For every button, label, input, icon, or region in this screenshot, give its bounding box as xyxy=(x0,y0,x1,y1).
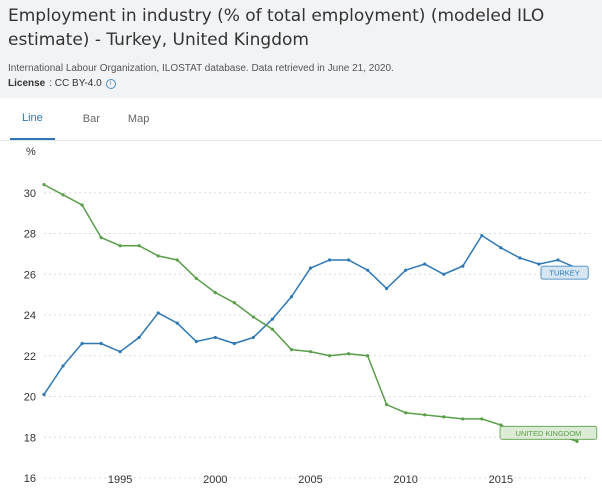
series-end-label: TURKEY xyxy=(549,269,579,278)
y-tick-label: 16 xyxy=(24,473,36,485)
chart-type-tabs: Line Bar Map xyxy=(0,98,602,141)
data-point[interactable] xyxy=(175,321,179,325)
info-icon[interactable]: i xyxy=(105,78,116,89)
data-point[interactable] xyxy=(385,403,389,407)
data-point[interactable] xyxy=(537,262,541,266)
data-point[interactable] xyxy=(289,295,294,299)
data-point[interactable] xyxy=(423,262,427,266)
data-point[interactable] xyxy=(42,183,46,187)
data-point[interactable] xyxy=(61,193,65,197)
license-row: License : CC BY-4.0 i xyxy=(8,78,594,89)
data-point[interactable] xyxy=(327,258,332,262)
data-point[interactable] xyxy=(308,266,313,270)
data-point[interactable] xyxy=(346,352,351,356)
data-point[interactable] xyxy=(156,311,160,315)
y-tick-label: 28 xyxy=(24,229,36,241)
tab-map[interactable]: Map xyxy=(127,113,150,125)
license-value: : CC BY-4.0 xyxy=(49,78,102,89)
chart-header: Employment in industry (% of total emplo… xyxy=(0,0,602,98)
data-point[interactable] xyxy=(175,258,179,262)
tab-line[interactable]: Line xyxy=(10,98,55,140)
series-end-label: UNITED KINGDOM xyxy=(515,429,581,438)
data-point[interactable] xyxy=(80,203,84,207)
series-end-label-box xyxy=(540,265,589,280)
y-axis-unit-label: % xyxy=(26,146,36,158)
data-point[interactable] xyxy=(366,268,370,272)
data-point[interactable] xyxy=(442,415,446,419)
data-point[interactable] xyxy=(137,244,141,248)
data-point[interactable] xyxy=(480,417,484,421)
series-end-label-box xyxy=(499,425,598,440)
data-point[interactable] xyxy=(61,364,65,368)
data-point[interactable] xyxy=(366,354,370,358)
data-point[interactable] xyxy=(404,268,408,272)
x-tick-label: 1995 xyxy=(108,474,132,486)
x-tick-label: 2005 xyxy=(298,474,322,486)
series-line-united-kingdom xyxy=(43,183,578,443)
data-point[interactable] xyxy=(499,423,503,427)
data-point[interactable] xyxy=(575,439,579,443)
data-point[interactable] xyxy=(42,392,46,397)
data-point[interactable] xyxy=(118,244,122,248)
license-label: License xyxy=(8,78,46,89)
data-point[interactable] xyxy=(461,264,465,268)
data-point[interactable] xyxy=(99,341,103,346)
x-tick-label: 2015 xyxy=(489,474,513,486)
y-tick-label: 24 xyxy=(24,310,36,322)
data-point[interactable] xyxy=(289,348,294,352)
y-tick-label: 30 xyxy=(24,188,36,200)
data-point[interactable] xyxy=(194,339,198,344)
chart-title-line-2: estimate) - Turkey, United Kingdom xyxy=(8,30,309,50)
source-note: International Labour Organization, ILOST… xyxy=(8,63,394,74)
data-point[interactable] xyxy=(346,258,351,262)
data-point[interactable] xyxy=(232,341,236,346)
y-tick-label: 22 xyxy=(24,351,36,363)
data-point[interactable] xyxy=(556,258,560,262)
data-point[interactable] xyxy=(99,235,103,240)
y-tick-label: 18 xyxy=(24,432,36,444)
data-point[interactable] xyxy=(270,317,275,321)
data-point[interactable] xyxy=(404,411,408,415)
data-point[interactable] xyxy=(518,256,522,260)
data-point[interactable] xyxy=(480,233,484,238)
data-point[interactable] xyxy=(156,254,160,258)
data-point[interactable] xyxy=(232,301,236,305)
data-point[interactable] xyxy=(499,246,503,250)
data-point[interactable] xyxy=(194,276,198,280)
chart-title-line-1: Employment in industry (% of total emplo… xyxy=(8,6,545,26)
data-point[interactable] xyxy=(251,335,255,340)
data-point[interactable] xyxy=(118,350,122,354)
tab-bar[interactable]: Bar xyxy=(82,113,100,125)
line-chart: % 16 18 20 22 24 26 28 30 1995 2000 2005 2010 2015 TUR… xyxy=(24,146,598,486)
data-point[interactable] xyxy=(442,272,446,276)
data-point[interactable] xyxy=(423,413,427,417)
data-point[interactable] xyxy=(327,354,332,358)
x-tick-label: 2000 xyxy=(203,474,227,486)
chart-title: Employment in industry (% of total emplo… xyxy=(8,4,594,52)
data-point[interactable] xyxy=(137,335,141,340)
data-point[interactable] xyxy=(251,315,255,319)
y-tick-label: 20 xyxy=(24,392,36,404)
data-point[interactable] xyxy=(80,341,84,346)
x-tick-label: 2010 xyxy=(393,474,417,486)
chart-panel: Line Bar Map % 16 18 20 22 24 26 28 30 1995 2000 20… xyxy=(0,98,602,502)
data-point[interactable] xyxy=(308,350,313,354)
data-point[interactable] xyxy=(385,286,389,291)
data-point[interactable] xyxy=(461,417,465,421)
data-point[interactable] xyxy=(213,290,217,295)
data-point[interactable] xyxy=(213,335,217,340)
data-point[interactable] xyxy=(270,327,275,331)
y-tick-label: 26 xyxy=(24,269,36,281)
